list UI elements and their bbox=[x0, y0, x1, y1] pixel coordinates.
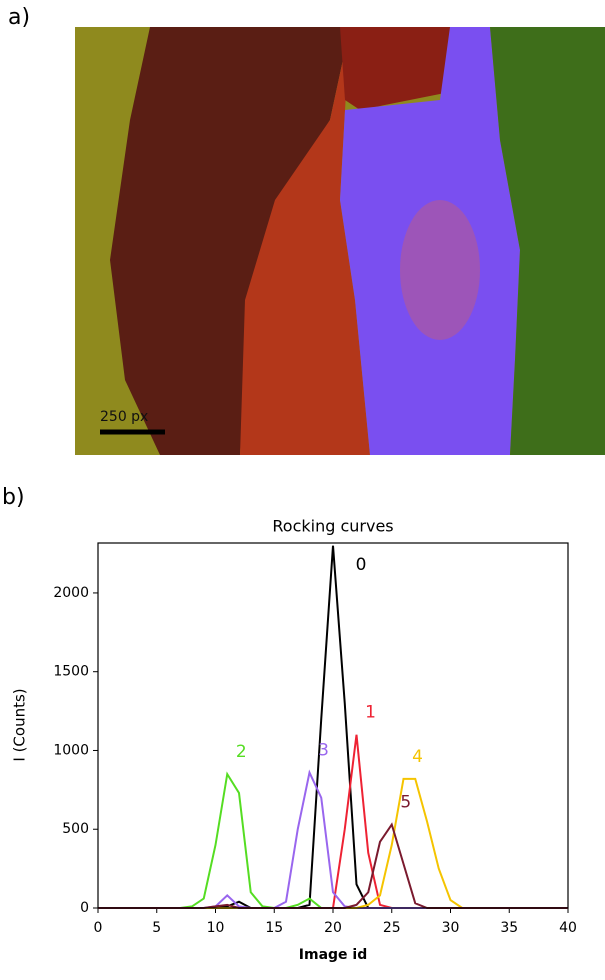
series-line bbox=[98, 545, 568, 909]
x-tick-label: 15 bbox=[265, 920, 283, 936]
x-tick-label: 25 bbox=[383, 920, 401, 936]
region-red bbox=[240, 27, 370, 455]
region-brown bbox=[110, 27, 350, 455]
series-label: 5 bbox=[400, 793, 411, 813]
region-glow bbox=[400, 200, 480, 340]
region-blue bbox=[340, 27, 520, 455]
series-label: 2 bbox=[236, 742, 247, 762]
panel-label: b) bbox=[2, 485, 25, 510]
series-label: 0 bbox=[356, 555, 367, 575]
region-darkred bbox=[340, 27, 470, 110]
plot-frame bbox=[97, 542, 569, 909]
y-axis-label: I (Counts) bbox=[11, 688, 29, 761]
region-green bbox=[490, 27, 605, 455]
series-label: 3 bbox=[318, 741, 329, 761]
micrograph: 250 px bbox=[75, 27, 605, 455]
series-line bbox=[98, 822, 568, 909]
series-line bbox=[98, 734, 568, 909]
x-tick-label: 30 bbox=[442, 920, 460, 936]
x-tick-label: 5 bbox=[152, 920, 161, 936]
series-label: 4 bbox=[412, 747, 423, 767]
y-tick-label: 0 bbox=[80, 900, 89, 916]
x-tick-label: 10 bbox=[207, 920, 225, 936]
scale-bar-label: 250 px bbox=[100, 409, 148, 425]
x-axis-label: Image id bbox=[299, 947, 367, 963]
y-tick-label: 500 bbox=[62, 821, 89, 837]
x-tick-label: 40 bbox=[559, 920, 577, 936]
panel-label: a) bbox=[8, 5, 30, 30]
chart-title: Rocking curves bbox=[272, 517, 393, 536]
y-tick-label: 1000 bbox=[53, 742, 89, 758]
series-line bbox=[98, 769, 568, 909]
y-tick-label: 2000 bbox=[53, 585, 89, 601]
y-tick-label: 1500 bbox=[53, 664, 89, 680]
x-tick-label: 20 bbox=[324, 920, 342, 936]
series-label: 1 bbox=[365, 703, 376, 723]
x-tick-label: 0 bbox=[94, 920, 103, 936]
x-tick-label: 35 bbox=[500, 920, 518, 936]
